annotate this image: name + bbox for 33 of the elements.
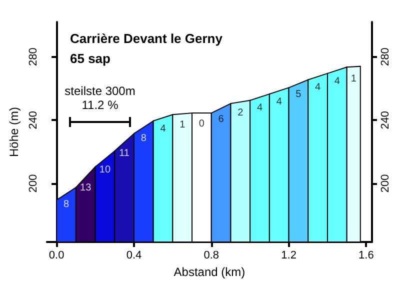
annotation: 11.2 % [82, 98, 119, 112]
annotation: 4 [276, 96, 282, 108]
annotation: 1 [350, 73, 357, 84]
annotation: steilste 300m [64, 84, 136, 98]
x-tick-label: 0.8 [204, 250, 220, 262]
annotation: 0 [198, 118, 205, 130]
annotation: 10 [99, 164, 111, 176]
y-axis-title: Höhe (m) [7, 106, 21, 158]
annotation: 5 [296, 89, 302, 100]
y2-tick-label: 280 [380, 48, 392, 66]
annotation: 13 [80, 182, 92, 194]
annotation: 6 [218, 114, 224, 125]
annotation: 4 [160, 123, 166, 134]
text: Carrière Devant le Gerny [70, 31, 224, 46]
y2-tick-label: 200 [380, 174, 392, 193]
text: 65 sap [70, 51, 111, 66]
y-tick-label: 280 [27, 48, 40, 66]
annotation: 4 [334, 76, 340, 87]
annotation: 4 [256, 102, 263, 114]
annotation: 8 [63, 199, 70, 210]
y2-tick-label: 240 [380, 110, 392, 130]
x-tick-label: 0.4 [126, 250, 142, 262]
annotation: 11 [119, 148, 130, 159]
x-tick-label: 1.2 [281, 250, 296, 262]
x-tick-label: 0.0 [48, 250, 64, 262]
y-tick-label: 200 [27, 174, 40, 193]
annotation: 1 [180, 119, 186, 130]
x-tick-label: 1.6 [358, 250, 374, 262]
annotation: 8 [140, 132, 147, 144]
annotation: 2 [238, 107, 244, 118]
x-axis-title: Abstand (km) [174, 264, 246, 279]
annotation: 4 [315, 82, 322, 94]
y-tick-label: 240 [27, 110, 40, 130]
